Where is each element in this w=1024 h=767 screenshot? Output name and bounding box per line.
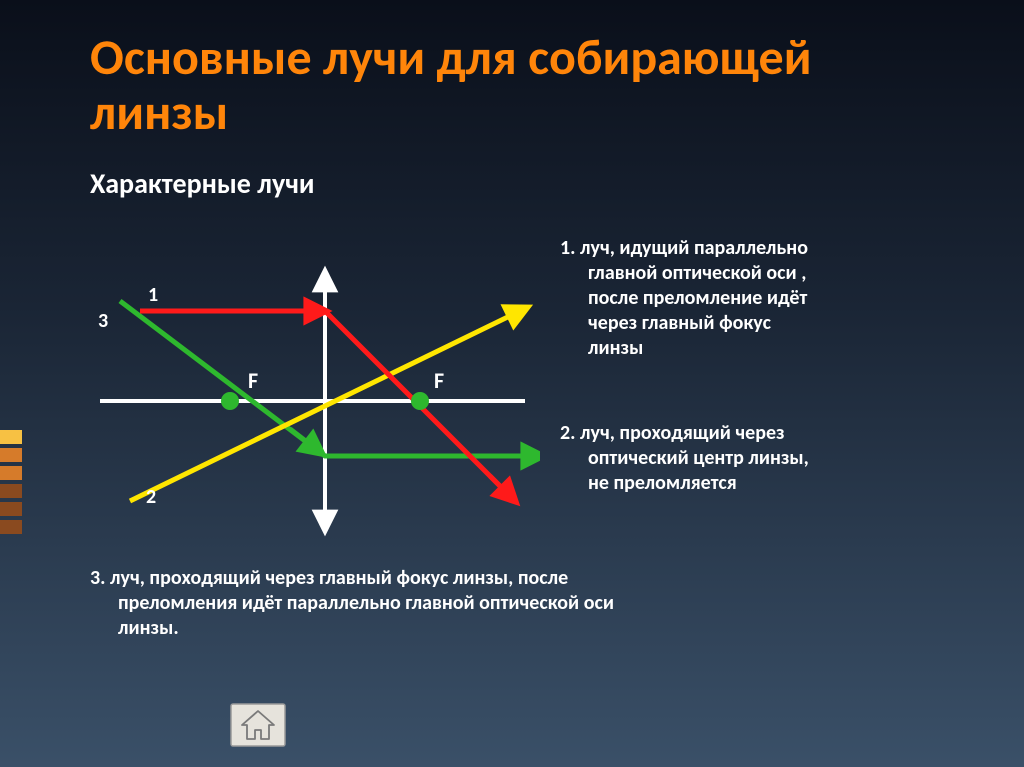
text2-l3: не преломляется — [560, 471, 980, 496]
bar-3 — [0, 466, 22, 480]
text1-l4: через главный фокус — [560, 311, 980, 336]
text1-l2: главной оптической оси , — [560, 261, 980, 286]
focus-label-left: F — [248, 367, 258, 394]
focus-label-right: F — [434, 367, 444, 394]
ray-label-2: 2 — [146, 485, 156, 509]
text2-l1: 2. луч, проходящий через — [560, 421, 785, 445]
bar-4 — [0, 484, 22, 498]
ray-label-3: 3 — [98, 309, 108, 333]
ray-3-line — [120, 301, 535, 456]
text3-l2: преломления идёт параллельно главной опт… — [90, 591, 960, 616]
ray-label-1: 1 — [148, 283, 158, 307]
text1-l3: после преломление идёт — [560, 286, 980, 311]
text1-l1: 1. луч, идущий параллельно — [560, 236, 808, 260]
page-subtitle: Характерные лучи — [0, 150, 1024, 201]
content-area: 1 3 2 F F 1. луч, идущий параллельно гла… — [0, 201, 1024, 721]
description-ray-1: 1. луч, идущий параллельно главной оптич… — [560, 236, 980, 361]
bar-6 — [0, 520, 22, 534]
description-ray-3: 3. луч, проходящий через главный фокус л… — [90, 566, 960, 641]
text2-l2: оптический центр линзы, — [560, 446, 980, 471]
text3-l3: линзы. — [90, 616, 960, 641]
ray-1-arrow-2 — [490, 476, 510, 496]
home-icon — [230, 703, 286, 747]
bar-1 — [0, 430, 22, 444]
bar-2 — [0, 448, 22, 462]
bar-5 — [0, 502, 22, 516]
home-button[interactable] — [230, 703, 286, 747]
focus-point-right — [411, 392, 429, 410]
ray-3-arrow-1 — [290, 429, 316, 449]
page-title: Основные лучи для собирающей линзы — [0, 0, 1024, 150]
text3-l1: 3. луч, проходящий через главный фокус л… — [90, 566, 568, 590]
decorative-side-bars — [0, 430, 22, 538]
description-ray-2: 2. луч, проходящий через оптический цент… — [560, 421, 980, 496]
focus-point-left — [221, 392, 239, 410]
ray-diagram: 1 3 2 F F — [80, 241, 540, 541]
text1-l5: линзы — [560, 336, 980, 361]
